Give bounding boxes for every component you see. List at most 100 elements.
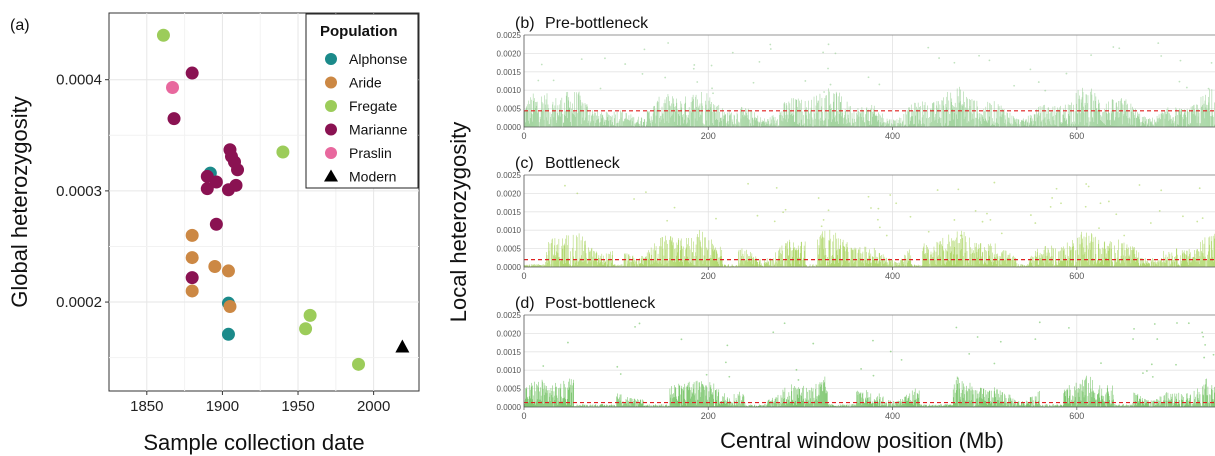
- window-bar: [903, 114, 905, 127]
- window-bar: [1119, 259, 1120, 267]
- window-bar: [757, 115, 759, 127]
- window-bar: [632, 116, 634, 127]
- window-bar: [542, 103, 544, 127]
- window-bar: [1194, 404, 1196, 407]
- window-bar: [870, 404, 872, 407]
- outlier-point: [624, 63, 627, 65]
- window-bar: [1036, 404, 1038, 407]
- window-bar: [1209, 236, 1211, 267]
- window-bar: [724, 264, 725, 267]
- window-bar: [870, 124, 872, 127]
- window-bar: [1176, 114, 1178, 127]
- window-bar: [1083, 236, 1085, 267]
- window-bar: [791, 265, 792, 267]
- window-bar: [1083, 386, 1084, 407]
- window-bar: [1142, 401, 1144, 407]
- window-bar: [681, 245, 683, 267]
- window-bar: [1179, 404, 1181, 407]
- window-bar: [1148, 262, 1149, 267]
- window-bar: [711, 394, 713, 407]
- window-bar: [1165, 393, 1167, 407]
- window-bar: [699, 382, 700, 407]
- window-bar: [865, 260, 866, 267]
- window-bar: [653, 105, 655, 127]
- window-bar: [562, 398, 564, 407]
- window-bar: [1213, 261, 1214, 267]
- window-bar: [1060, 260, 1062, 267]
- window-bar: [1001, 253, 1003, 267]
- window-bar: [1047, 107, 1049, 127]
- window-bar: [655, 404, 656, 407]
- window-bar: [568, 107, 570, 127]
- window-bar: [942, 405, 944, 407]
- window-bar: [862, 110, 863, 127]
- window-bar: [881, 117, 882, 127]
- window-bar: [673, 98, 674, 127]
- window-bar: [1090, 388, 1092, 407]
- window-bar: [890, 260, 892, 267]
- window-bar: [1108, 391, 1109, 407]
- window-bar: [1207, 105, 1209, 127]
- window-bar: [724, 393, 725, 407]
- window-bar: [578, 233, 580, 267]
- window-bar: [1188, 400, 1189, 407]
- window-bar: [685, 249, 686, 267]
- window-bar: [1011, 125, 1012, 127]
- window-bar: [751, 256, 752, 267]
- outlier-point: [673, 206, 676, 209]
- outlier-point: [775, 186, 778, 189]
- window-bar: [571, 392, 572, 407]
- window-bar: [1210, 258, 1212, 267]
- window-bar: [753, 256, 754, 267]
- window-bar: [922, 405, 923, 407]
- window-bar: [886, 257, 887, 267]
- window-bar: [730, 402, 732, 407]
- window-bar: [1073, 403, 1074, 407]
- window-bar: [724, 399, 726, 407]
- window-bar: [976, 100, 978, 127]
- window-bar: [778, 125, 780, 127]
- window-bar: [666, 121, 668, 127]
- window-bar: [529, 104, 531, 127]
- window-bar: [1063, 112, 1065, 127]
- outlier-point: [641, 73, 644, 75]
- window-bar: [918, 266, 919, 267]
- window-bar: [881, 259, 883, 267]
- window-bar: [793, 386, 795, 407]
- window-bar: [1204, 237, 1206, 267]
- legend-label: Modern: [349, 169, 396, 185]
- window-bar: [811, 402, 813, 407]
- window-bar: [772, 266, 774, 267]
- window-bar: [628, 119, 629, 127]
- window-bar: [671, 103, 672, 127]
- window-bar: [556, 120, 558, 127]
- outlier-point: [1107, 200, 1110, 203]
- window-bar: [988, 255, 990, 267]
- outlier-point: [747, 182, 749, 185]
- window-bar: [576, 237, 578, 267]
- window-bar: [944, 404, 946, 407]
- window-bar: [1049, 262, 1051, 267]
- window-bar: [931, 405, 932, 407]
- window-bar: [851, 113, 853, 127]
- window-bar: [1139, 265, 1141, 267]
- window-bar: [985, 390, 987, 407]
- window-bar: [678, 383, 680, 407]
- window-bar: [614, 264, 616, 267]
- window-bar: [1049, 113, 1051, 127]
- window-bar: [1006, 263, 1007, 267]
- window-bar: [955, 254, 957, 267]
- window-bar: [1127, 103, 1128, 127]
- window-bar: [1066, 265, 1068, 267]
- outlier-point: [1201, 217, 1204, 220]
- window-bar: [694, 395, 695, 407]
- window-bar: [927, 405, 929, 407]
- window-bar: [660, 246, 662, 267]
- window-bar: [1054, 124, 1055, 127]
- window-bar: [718, 257, 720, 267]
- window-bar: [529, 265, 531, 267]
- window-bar: [938, 101, 939, 127]
- window-bar: [559, 257, 561, 267]
- window-bar: [1195, 396, 1196, 407]
- outlier-point: [680, 338, 683, 341]
